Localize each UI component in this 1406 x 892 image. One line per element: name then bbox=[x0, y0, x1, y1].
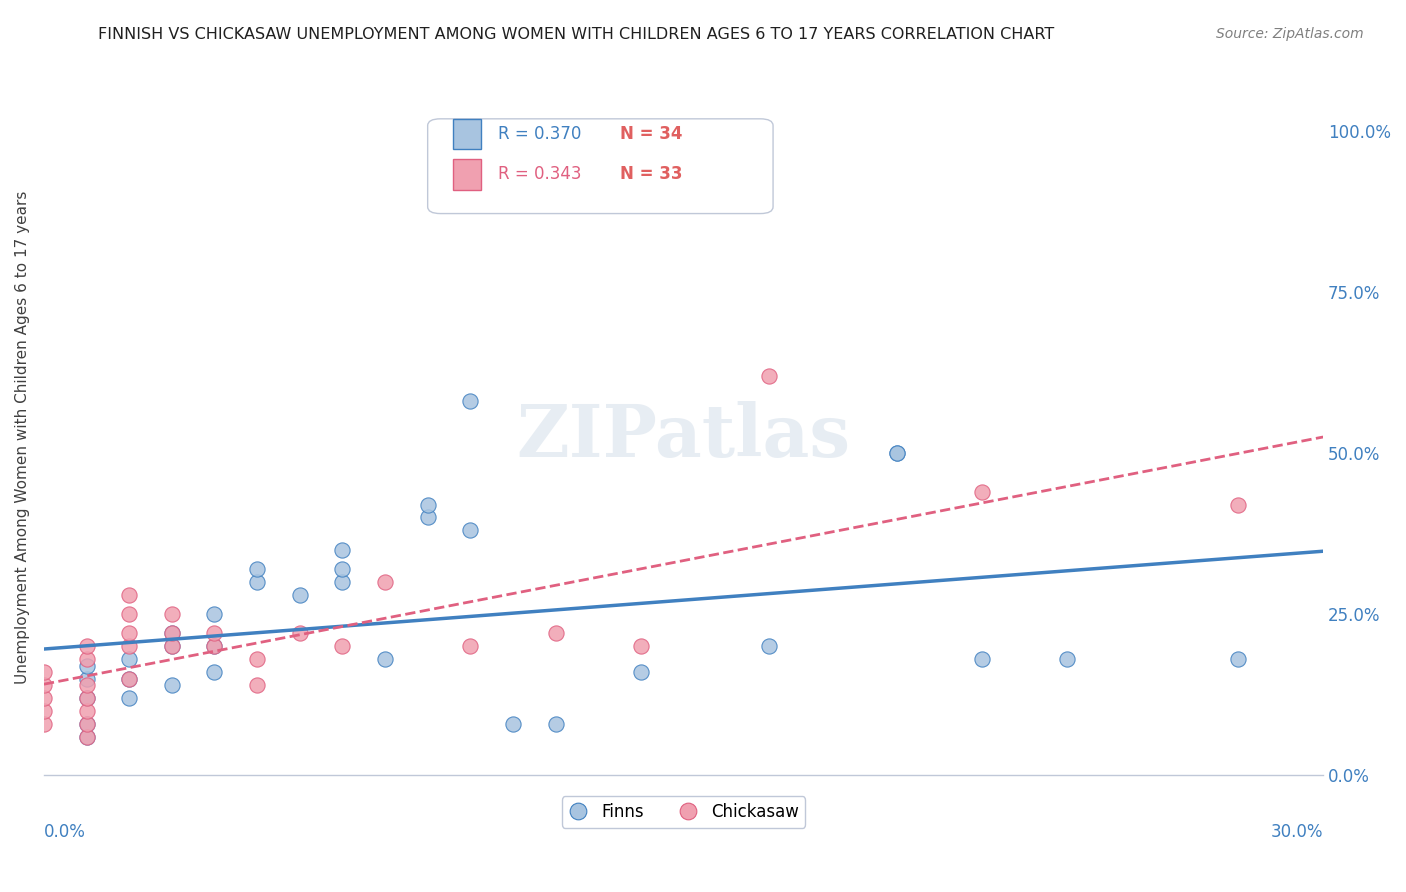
Point bbox=[76, 652, 98, 666]
FancyBboxPatch shape bbox=[453, 160, 481, 190]
Point bbox=[76, 704, 98, 718]
Point bbox=[332, 562, 354, 576]
Point bbox=[160, 607, 183, 621]
Point bbox=[204, 640, 226, 654]
Point bbox=[32, 665, 55, 679]
Text: R = 0.343: R = 0.343 bbox=[498, 165, 582, 184]
Point bbox=[416, 498, 439, 512]
Point bbox=[204, 640, 226, 654]
Point bbox=[246, 574, 269, 589]
Point bbox=[970, 484, 993, 499]
Point bbox=[118, 672, 141, 686]
Point bbox=[76, 716, 98, 731]
Point bbox=[32, 678, 55, 692]
Point bbox=[160, 640, 183, 654]
Point bbox=[886, 446, 908, 460]
Point bbox=[204, 626, 226, 640]
Point bbox=[118, 588, 141, 602]
Point bbox=[288, 626, 311, 640]
Text: R = 0.370: R = 0.370 bbox=[498, 125, 582, 143]
Point bbox=[458, 640, 481, 654]
Point bbox=[246, 652, 269, 666]
Point bbox=[118, 690, 141, 705]
Text: FINNISH VS CHICKASAW UNEMPLOYMENT AMONG WOMEN WITH CHILDREN AGES 6 TO 17 YEARS C: FINNISH VS CHICKASAW UNEMPLOYMENT AMONG … bbox=[98, 27, 1054, 42]
Point bbox=[374, 652, 396, 666]
Point bbox=[246, 678, 269, 692]
Point bbox=[76, 730, 98, 744]
Point bbox=[118, 652, 141, 666]
Point bbox=[288, 588, 311, 602]
Point bbox=[630, 640, 652, 654]
Point bbox=[118, 607, 141, 621]
Point bbox=[118, 672, 141, 686]
Point bbox=[332, 542, 354, 557]
Point bbox=[458, 524, 481, 538]
Point bbox=[160, 678, 183, 692]
Point bbox=[76, 672, 98, 686]
Point bbox=[160, 640, 183, 654]
FancyBboxPatch shape bbox=[453, 119, 481, 149]
Point bbox=[458, 394, 481, 409]
Text: N = 34: N = 34 bbox=[620, 125, 682, 143]
Point bbox=[32, 690, 55, 705]
Point bbox=[1226, 652, 1249, 666]
Point bbox=[758, 368, 780, 383]
Text: Source: ZipAtlas.com: Source: ZipAtlas.com bbox=[1216, 27, 1364, 41]
Point bbox=[416, 510, 439, 524]
Text: N = 33: N = 33 bbox=[620, 165, 682, 184]
Point bbox=[118, 640, 141, 654]
Point bbox=[160, 626, 183, 640]
Point bbox=[630, 665, 652, 679]
Y-axis label: Unemployment Among Women with Children Ages 6 to 17 years: Unemployment Among Women with Children A… bbox=[15, 190, 30, 683]
Point bbox=[76, 716, 98, 731]
Point bbox=[544, 626, 567, 640]
Point bbox=[502, 716, 524, 731]
Point bbox=[118, 626, 141, 640]
Point bbox=[32, 716, 55, 731]
Point bbox=[374, 574, 396, 589]
Point bbox=[160, 626, 183, 640]
Point bbox=[758, 640, 780, 654]
Point bbox=[1056, 652, 1078, 666]
Point bbox=[246, 562, 269, 576]
FancyBboxPatch shape bbox=[427, 119, 773, 213]
Point bbox=[886, 446, 908, 460]
Text: 0.0%: 0.0% bbox=[44, 822, 86, 840]
Point bbox=[204, 607, 226, 621]
Point bbox=[32, 704, 55, 718]
Point bbox=[332, 574, 354, 589]
Point bbox=[76, 690, 98, 705]
Point bbox=[204, 665, 226, 679]
Point bbox=[970, 652, 993, 666]
Legend: Finns, Chickasaw: Finns, Chickasaw bbox=[561, 797, 806, 828]
Point bbox=[76, 730, 98, 744]
Point bbox=[332, 640, 354, 654]
Point bbox=[76, 690, 98, 705]
Text: 30.0%: 30.0% bbox=[1271, 822, 1323, 840]
Point bbox=[76, 678, 98, 692]
Point bbox=[76, 658, 98, 673]
Point bbox=[1226, 498, 1249, 512]
Text: ZIPatlas: ZIPatlas bbox=[516, 401, 851, 473]
Point bbox=[76, 640, 98, 654]
Point bbox=[544, 716, 567, 731]
